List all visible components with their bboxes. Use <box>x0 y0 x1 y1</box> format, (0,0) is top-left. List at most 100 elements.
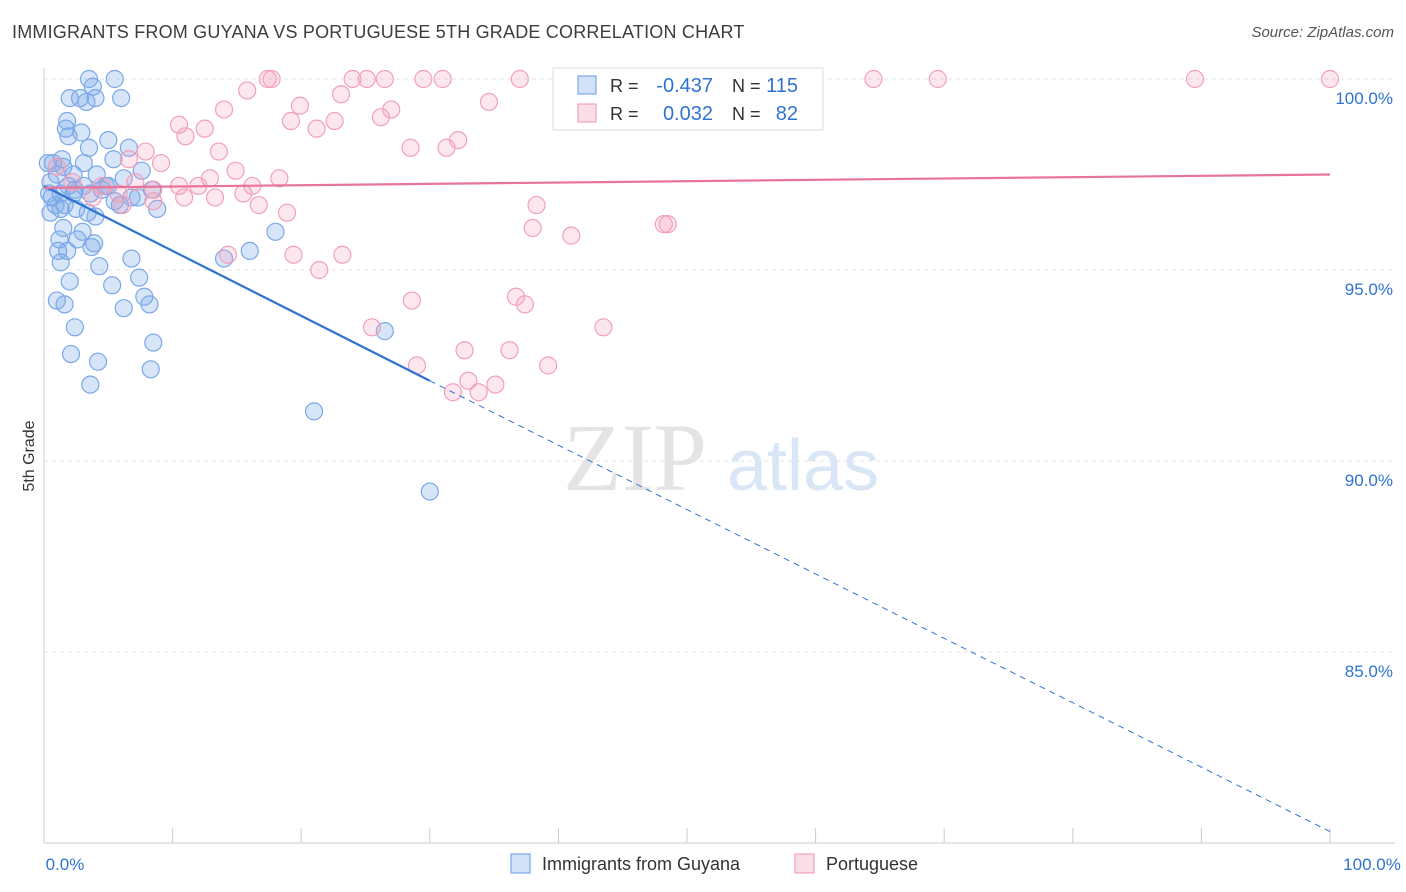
point-portuguese <box>382 100 401 119</box>
point-guyana <box>60 272 79 291</box>
y-axis-label: 5th Grade <box>21 420 38 491</box>
source-label: Source: ZipAtlas.com <box>1251 24 1394 41</box>
point-portuguese <box>864 69 883 89</box>
point-guyana <box>141 360 160 379</box>
point-portuguese <box>226 161 245 180</box>
point-guyana <box>58 241 77 260</box>
point-portuguese <box>331 85 351 104</box>
watermark-atlas: atlas <box>727 426 879 506</box>
point-portuguese <box>515 295 535 314</box>
point-portuguese <box>510 69 529 89</box>
trend-line-portuguese <box>43 173 1331 189</box>
point-portuguese <box>151 153 171 173</box>
point-portuguese <box>527 195 546 215</box>
point-portuguese <box>63 173 82 192</box>
point-guyana <box>122 249 141 268</box>
point-portuguese <box>523 218 542 238</box>
point-portuguese <box>136 142 155 161</box>
x-tick-label-end: 100.0% <box>1343 855 1401 874</box>
stats-r-label-portuguese: R = <box>610 104 639 124</box>
point-guyana <box>58 111 77 131</box>
trend-line-guyana-extension <box>429 380 1331 832</box>
x-ticks <box>172 828 1331 843</box>
point-guyana <box>103 276 122 295</box>
point-portuguese <box>325 111 344 131</box>
stats-swatch-guyana <box>577 75 597 95</box>
point-portuguese <box>169 115 189 134</box>
point-portuguese <box>343 69 362 89</box>
point-portuguese <box>479 92 499 112</box>
point-guyana <box>51 199 70 218</box>
point-guyana <box>99 131 118 150</box>
point-portuguese <box>281 111 301 131</box>
watermark: ZIP atlas <box>563 404 879 511</box>
trend-line-guyana <box>43 184 431 382</box>
point-portuguese <box>437 138 456 157</box>
point-portuguese <box>144 192 163 211</box>
point-guyana <box>51 253 70 272</box>
point-portuguese <box>357 69 376 89</box>
point-portuguese <box>119 150 138 169</box>
point-portuguese <box>654 215 673 234</box>
point-portuguese <box>214 100 234 119</box>
point-guyana <box>79 138 99 157</box>
point-guyana <box>105 69 124 89</box>
point-guyana <box>77 92 96 112</box>
point-portuguese <box>401 138 420 157</box>
point-portuguese <box>234 184 253 203</box>
point-guyana <box>74 153 93 173</box>
point-guyana <box>132 161 151 180</box>
point-portuguese <box>469 383 488 402</box>
point-guyana <box>65 318 84 337</box>
point-guyana <box>88 352 108 371</box>
point-guyana <box>112 88 131 108</box>
point-portuguese <box>500 341 519 360</box>
y-tick-labels: 100.0% 95.0% 90.0% 85.0% <box>1335 89 1393 681</box>
legend-label-guyana[interactable]: Immigrants from Guyana <box>542 854 741 874</box>
point-guyana <box>130 268 149 287</box>
point-guyana <box>266 222 285 241</box>
grid-lines <box>44 78 1395 653</box>
stats-r-value-guyana: -0.437 <box>656 75 713 97</box>
watermark-zip: ZIP <box>563 404 707 511</box>
point-portuguese <box>402 291 421 310</box>
point-guyana <box>304 402 324 421</box>
stats-swatch-portuguese <box>577 103 597 123</box>
point-guyana <box>144 333 163 352</box>
point-portuguese <box>1320 69 1340 89</box>
stats-r-value-portuguese: 0.032 <box>663 103 713 125</box>
point-portuguese <box>307 119 326 138</box>
stats-r-label-guyana: R = <box>610 76 639 96</box>
point-portuguese <box>218 245 237 264</box>
stats-n-label-portuguese: N = <box>732 104 761 124</box>
point-portuguese <box>83 188 102 207</box>
legend-label-portuguese[interactable]: Portuguese <box>826 854 918 874</box>
point-portuguese <box>205 188 225 207</box>
point-portuguese <box>195 119 214 138</box>
point-portuguese <box>310 260 329 280</box>
stats-legend-frame <box>552 67 824 131</box>
point-portuguese <box>109 184 128 203</box>
point-portuguese <box>126 173 145 192</box>
legend-swatch-portuguese[interactable] <box>794 853 815 874</box>
point-guyana <box>61 344 81 364</box>
point-portuguese <box>486 375 505 394</box>
point-portuguese <box>433 69 452 89</box>
point-guyana <box>54 218 73 238</box>
point-portuguese <box>539 356 558 375</box>
trend-lines <box>43 173 1331 832</box>
point-portuguese <box>113 195 132 215</box>
point-portuguese <box>176 127 195 146</box>
series-portuguese-points <box>47 69 1340 402</box>
point-guyana <box>64 165 83 184</box>
y-tick-label: 95.0% <box>1345 280 1393 299</box>
legend-swatch-guyana[interactable] <box>510 853 531 874</box>
point-guyana <box>82 237 101 257</box>
point-guyana <box>128 188 147 207</box>
point-portuguese <box>594 318 613 337</box>
point-portuguese <box>333 245 352 264</box>
stats-n-label-guyana: N = <box>732 76 761 96</box>
point-guyana <box>90 257 109 276</box>
stats-n-value-guyana: 115 <box>766 75 798 97</box>
